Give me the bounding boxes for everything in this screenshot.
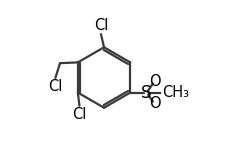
Text: S: S [141,84,152,102]
Text: O: O [149,74,160,89]
Text: CH₃: CH₃ [162,85,189,100]
Text: Cl: Cl [94,18,108,33]
Text: O: O [149,96,160,111]
Text: Cl: Cl [72,107,87,122]
Text: Cl: Cl [48,79,63,94]
